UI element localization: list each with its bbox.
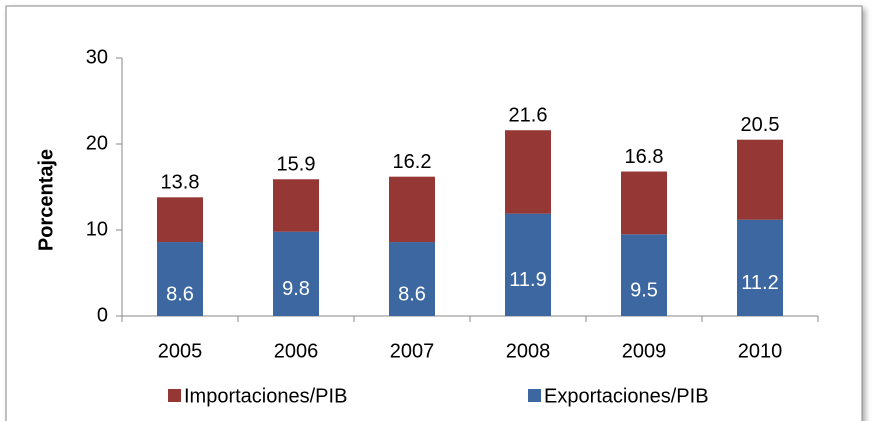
value-label: 9.8 (282, 278, 310, 300)
bar-segment (737, 219, 783, 316)
x-tick-label: 2006 (274, 340, 319, 362)
bar-segment (273, 231, 319, 316)
total-label: 13.8 (161, 172, 200, 194)
legend-label: Exportaciones/PIB (544, 385, 709, 407)
bar-segment (737, 139, 783, 220)
bar-segment (621, 171, 667, 235)
x-tick-label: 2007 (390, 340, 435, 362)
y-tick-label: 20 (86, 132, 108, 154)
bar-segment (389, 242, 435, 316)
total-label: 15.9 (277, 154, 316, 176)
legend-swatch (168, 389, 181, 402)
y-tick-label: 10 (86, 218, 108, 240)
total-label: 20.5 (741, 114, 780, 136)
total-label: 16.8 (625, 146, 664, 168)
legend-swatch (528, 389, 541, 402)
y-axis-label: Porcentaje (35, 149, 57, 251)
value-label: 8.6 (166, 283, 194, 305)
total-label: 21.6 (509, 105, 548, 127)
bar-segment (505, 213, 551, 316)
value-label: 11.2 (741, 272, 778, 294)
value-label: 8.6 (398, 283, 426, 305)
y-tick-label: 0 (97, 304, 108, 326)
total-label: 16.2 (393, 151, 432, 173)
value-label: 11.9 (509, 269, 546, 291)
bar-segment (157, 197, 203, 243)
y-tick-label: 30 (86, 46, 108, 68)
bar-segment (621, 234, 667, 316)
legend-label: Importaciones/PIB (184, 385, 347, 407)
x-tick-label: 2009 (622, 340, 667, 362)
bar-segment (505, 130, 551, 214)
x-tick-label: 2008 (506, 340, 551, 362)
bar-segment (389, 176, 435, 243)
value-label: 9.5 (630, 279, 658, 301)
bar-segment (273, 179, 319, 232)
bar-segment (157, 242, 203, 316)
x-tick-label: 2010 (738, 340, 783, 362)
x-tick-label: 2005 (158, 340, 203, 362)
